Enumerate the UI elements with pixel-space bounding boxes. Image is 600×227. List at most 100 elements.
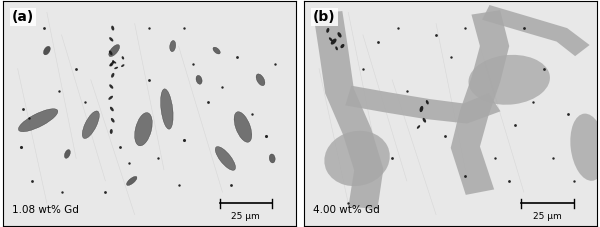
Ellipse shape xyxy=(419,106,424,112)
Ellipse shape xyxy=(114,67,118,69)
Ellipse shape xyxy=(571,114,600,181)
Ellipse shape xyxy=(331,39,337,45)
Ellipse shape xyxy=(109,63,112,66)
Point xyxy=(505,179,514,183)
Point xyxy=(528,100,538,104)
Point xyxy=(226,184,236,187)
Text: 1.08 wt% Gd: 1.08 wt% Gd xyxy=(12,205,79,215)
Ellipse shape xyxy=(64,150,70,158)
Ellipse shape xyxy=(111,26,114,31)
Ellipse shape xyxy=(256,74,265,86)
Ellipse shape xyxy=(82,111,100,138)
Point xyxy=(188,62,198,66)
Point xyxy=(393,26,403,30)
Ellipse shape xyxy=(326,28,329,33)
Ellipse shape xyxy=(325,131,390,186)
Ellipse shape xyxy=(170,40,176,52)
Ellipse shape xyxy=(215,147,236,170)
Ellipse shape xyxy=(110,62,113,66)
Ellipse shape xyxy=(109,84,113,89)
Text: 4.00 wt% Gd: 4.00 wt% Gd xyxy=(313,205,380,215)
Point xyxy=(461,26,470,30)
Point xyxy=(262,134,271,138)
Ellipse shape xyxy=(109,50,112,55)
Ellipse shape xyxy=(110,107,114,111)
Ellipse shape xyxy=(426,100,429,104)
Ellipse shape xyxy=(417,125,420,129)
Point xyxy=(388,157,397,160)
Point xyxy=(461,175,470,178)
Point xyxy=(218,85,227,88)
Point xyxy=(519,26,529,30)
Ellipse shape xyxy=(161,89,173,129)
Point xyxy=(71,67,81,70)
Ellipse shape xyxy=(43,46,50,55)
Point xyxy=(54,89,64,93)
Point xyxy=(563,112,572,115)
Point xyxy=(153,157,163,160)
Point xyxy=(548,157,558,160)
Ellipse shape xyxy=(340,44,344,48)
Point xyxy=(510,123,520,126)
Ellipse shape xyxy=(122,56,124,59)
Point xyxy=(179,139,189,142)
Ellipse shape xyxy=(134,113,152,146)
Point xyxy=(490,157,499,160)
Text: (b): (b) xyxy=(313,10,336,24)
Point xyxy=(431,33,441,37)
Point xyxy=(16,145,25,149)
Point xyxy=(39,26,49,30)
Ellipse shape xyxy=(469,55,550,105)
Point xyxy=(373,40,382,43)
Point xyxy=(19,107,28,111)
Ellipse shape xyxy=(329,37,332,41)
Ellipse shape xyxy=(127,176,137,185)
Ellipse shape xyxy=(113,61,116,64)
Ellipse shape xyxy=(121,64,124,67)
Ellipse shape xyxy=(269,154,275,163)
Point xyxy=(25,116,34,120)
Polygon shape xyxy=(346,86,500,123)
Point xyxy=(232,55,242,59)
Ellipse shape xyxy=(337,32,341,37)
Ellipse shape xyxy=(19,109,58,132)
Point xyxy=(145,78,154,81)
Ellipse shape xyxy=(335,46,338,50)
Ellipse shape xyxy=(110,129,113,134)
Polygon shape xyxy=(482,5,590,56)
Point xyxy=(569,179,578,183)
Point xyxy=(80,100,90,104)
Text: (a): (a) xyxy=(12,10,34,24)
Point xyxy=(539,67,549,70)
Ellipse shape xyxy=(109,37,113,42)
Ellipse shape xyxy=(109,44,119,57)
Point xyxy=(101,190,110,194)
Point xyxy=(247,112,257,115)
Polygon shape xyxy=(313,11,383,209)
Polygon shape xyxy=(451,10,509,195)
Point xyxy=(402,89,412,93)
Ellipse shape xyxy=(213,47,220,54)
Ellipse shape xyxy=(234,112,252,142)
Ellipse shape xyxy=(112,60,115,63)
Ellipse shape xyxy=(111,73,115,78)
Point xyxy=(145,26,154,30)
Point xyxy=(358,67,368,70)
Point xyxy=(57,190,67,194)
Ellipse shape xyxy=(196,75,202,84)
Text: 25 μm: 25 μm xyxy=(533,212,562,221)
Point xyxy=(174,184,184,187)
Point xyxy=(271,62,280,66)
Ellipse shape xyxy=(109,96,113,100)
Ellipse shape xyxy=(422,118,426,123)
Point xyxy=(440,134,449,138)
Ellipse shape xyxy=(111,118,115,123)
Point xyxy=(203,100,212,104)
Point xyxy=(115,145,125,149)
Point xyxy=(446,55,455,59)
Point xyxy=(124,161,134,165)
Point xyxy=(179,26,189,30)
Point xyxy=(343,202,353,205)
Text: 25 μm: 25 μm xyxy=(232,212,260,221)
Point xyxy=(28,179,37,183)
